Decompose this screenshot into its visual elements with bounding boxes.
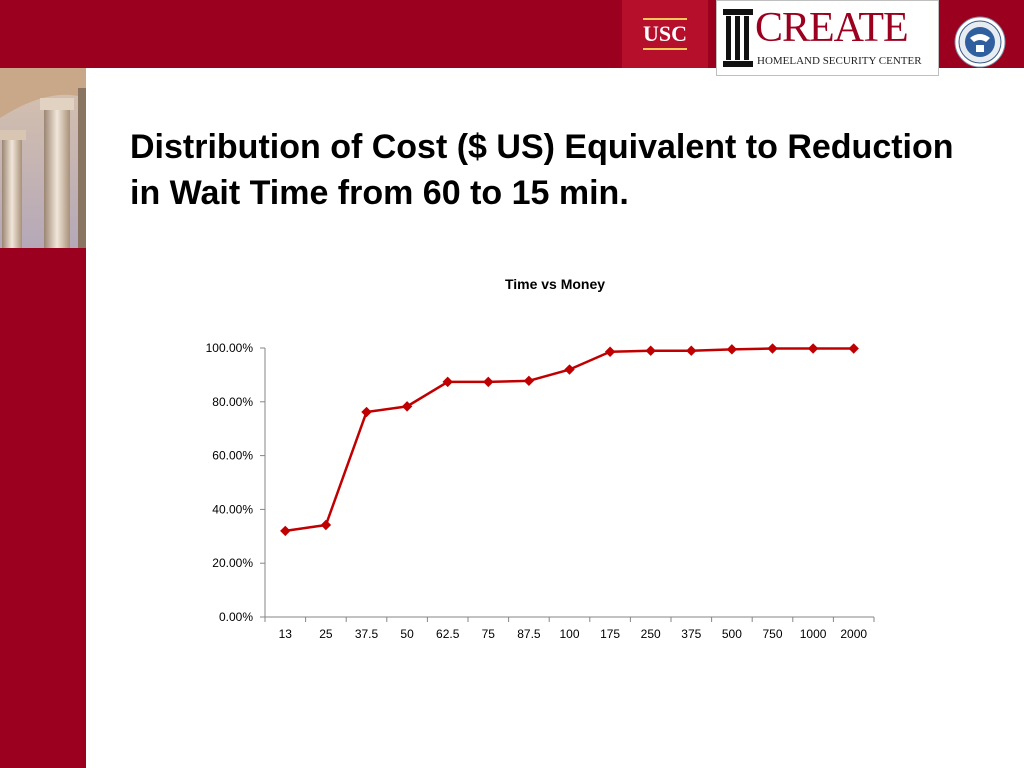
data-point-marker — [280, 525, 291, 537]
slide-title: Distribution of Cost ($ US) Equivalent t… — [130, 128, 954, 212]
x-tick-label: 75 — [482, 627, 496, 641]
usc-logo-box: USC — [622, 0, 708, 68]
data-point-marker — [686, 345, 697, 356]
x-tick-label: 175 — [600, 627, 620, 641]
x-tick-label: 500 — [722, 627, 742, 641]
data-point-marker — [442, 376, 453, 388]
columns-photo — [0, 68, 86, 248]
data-point-marker — [401, 401, 413, 412]
data-point-marker — [848, 343, 859, 354]
data-point-marker — [564, 364, 575, 375]
data-point-marker — [726, 344, 738, 355]
y-tick-label: 20.00% — [212, 556, 253, 570]
x-tick-label: 50 — [400, 627, 414, 641]
create-logo-subtitle: HOMELAND SECURITY CENTER — [757, 55, 922, 67]
chart-title: Time vs Money — [504, 276, 606, 292]
series-line — [285, 347, 854, 533]
data-point-marker — [645, 345, 656, 356]
data-point-marker — [523, 375, 535, 387]
y-tick-label: 80.00% — [212, 395, 253, 409]
x-tick-label: 750 — [762, 627, 782, 641]
data-point-marker — [767, 343, 778, 354]
x-tick-label: 13 — [279, 627, 293, 641]
series — [280, 343, 859, 537]
x-tick-label: 62.5 — [436, 627, 460, 641]
x-tick-label: 1000 — [800, 627, 827, 641]
x-tick-label: 87.5 — [517, 627, 541, 641]
x-axis: 13 25 37.5 50 62.5 75 87.5 100 175 250 375 500 750 10… — [264, 616, 875, 641]
pillar-icon — [723, 9, 753, 67]
data-point-marker — [361, 406, 372, 418]
x-tick-label: 37.5 — [355, 627, 379, 641]
y-tick-label: 100.00% — [206, 341, 254, 355]
data-point-marker — [483, 376, 494, 388]
data-point-marker — [604, 346, 616, 357]
create-logo-word: CREATE — [755, 5, 909, 51]
data-point-marker — [807, 343, 819, 354]
y-tick-label: 60.00% — [212, 449, 253, 463]
x-tick-label: 25 — [319, 627, 333, 641]
dhs-seal-icon — [954, 16, 1006, 68]
x-tick-label: 100 — [559, 627, 579, 641]
data-point-marker — [320, 519, 332, 531]
y-axis: 0.00% 20.00% 40.00% 60.00% 80.00% 100.00% — [206, 341, 266, 624]
x-tick-label: 250 — [641, 627, 661, 641]
create-logo: CREATE HOMELAND SECURITY CENTER — [716, 0, 939, 76]
y-tick-label: 0.00% — [219, 610, 253, 624]
x-tick-label: 2000 — [840, 627, 867, 641]
y-tick-label: 40.00% — [212, 502, 253, 516]
x-tick-label: 375 — [681, 627, 701, 641]
usc-logo: USC — [642, 18, 687, 50]
